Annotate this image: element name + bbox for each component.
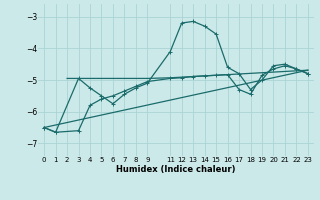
X-axis label: Humidex (Indice chaleur): Humidex (Indice chaleur)	[116, 165, 236, 174]
